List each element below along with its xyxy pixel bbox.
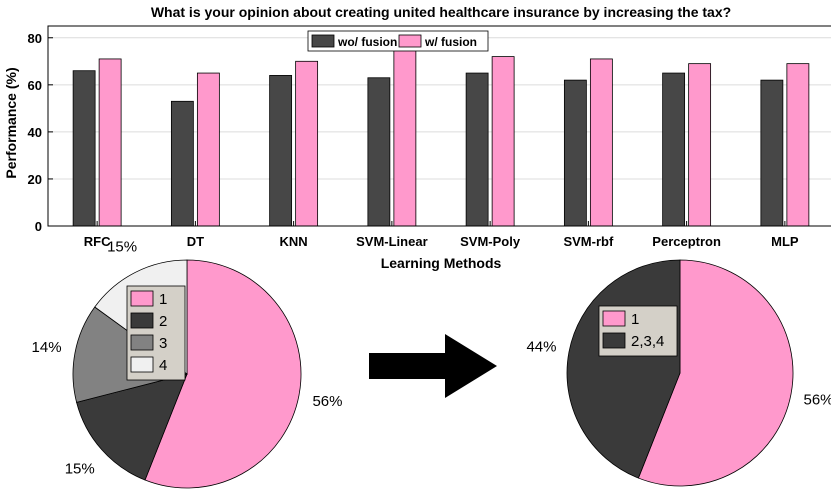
bar-without-fusion [367, 77, 391, 227]
pie-legend-swatch [602, 310, 626, 327]
pie-slice-2 [76, 373, 188, 481]
bar-chart-legend: wo/ fusion w/ fusion [307, 30, 489, 52]
x-tick-label: Perceptron [652, 234, 721, 249]
bar-without-fusion [662, 72, 686, 227]
pie-chart-before: 56% 15% 14% 15% [32, 239, 342, 489]
pie-legend-swatch [130, 356, 154, 373]
bar-with-fusion [688, 63, 712, 227]
bar-with-fusion [786, 63, 810, 227]
legend-label: wo/ fusion [337, 35, 397, 49]
pie-legend-label: 1 [159, 291, 167, 308]
pie-legend-label: 2,3,4 [631, 333, 664, 350]
pie-percent-label: 56% [312, 393, 342, 410]
pie-chart-after: 56% 44% [526, 259, 831, 487]
pie-legend-swatch [130, 312, 154, 329]
pie-legend-swatch [130, 290, 154, 307]
pie-slice-1 [144, 259, 302, 489]
bar-with-fusion [491, 56, 515, 227]
chart-title: What is your opinion about creating unit… [151, 4, 731, 20]
pie-legend-swatch [130, 334, 154, 351]
y-tick-label: 60 [28, 78, 42, 93]
pie-legend-swatch [602, 332, 626, 349]
bar-with-fusion [98, 58, 122, 227]
bar-without-fusion [170, 100, 194, 227]
right-arrow-icon [369, 334, 497, 398]
pie-before-legend: 1 2 3 4 [126, 285, 186, 381]
pie-percent-label: 15% [107, 239, 137, 256]
x-tick-label: RFC [84, 234, 111, 249]
pie-legend-label: 2 [159, 313, 167, 330]
y-axis-ticks: 0 20 40 60 80 [28, 31, 53, 234]
x-axis-label: Learning Methods [381, 255, 502, 271]
bar-without-fusion [72, 70, 96, 227]
pie-percent-label: 56% [803, 391, 831, 408]
x-tick-label: SVM-Poly [460, 234, 521, 249]
legend-box [307, 30, 489, 52]
y-tick-label: 40 [28, 125, 42, 140]
y-tick-label: 80 [28, 31, 42, 46]
bar-without-fusion [760, 79, 784, 227]
y-tick-label: 0 [35, 219, 42, 234]
bar-with-fusion [196, 72, 220, 227]
bar-chart-bars [72, 49, 810, 227]
x-tick-label: MLP [771, 234, 799, 249]
x-tick-label: SVM-Linear [356, 234, 428, 249]
bar-without-fusion [465, 72, 489, 227]
bar-with-fusion [295, 60, 319, 227]
bar-without-fusion [269, 75, 293, 227]
legend-swatch-without-fusion [311, 34, 335, 48]
pie-slice-1 [637, 259, 794, 487]
bar-with-fusion [393, 49, 417, 227]
pie-legend-label: 4 [159, 357, 167, 374]
legend-label: w/ fusion [424, 35, 477, 49]
x-tick-label: KNN [280, 234, 308, 249]
bar-chart-frame [47, 25, 831, 227]
bar-chart-grid [48, 37, 831, 180]
legend-swatch-with-fusion [398, 34, 422, 48]
x-tick-label: SVM-rbf [563, 234, 614, 249]
pie-percent-label: 15% [65, 461, 95, 478]
x-tick-label: DT [187, 234, 204, 249]
pie-legend-label: 3 [159, 335, 167, 352]
x-axis-ticks: RFC DT KNN SVM-Linear SVM-Poly SVM-rbf Percept… [84, 221, 799, 249]
y-axis-label: Performance (%) [3, 67, 19, 178]
pie-percent-label: 14% [32, 339, 62, 356]
bar-without-fusion [563, 79, 587, 227]
pie-after-legend: 1 2,3,4 [598, 305, 678, 357]
pie-legend-label: 1 [631, 311, 639, 328]
bar-with-fusion [589, 58, 613, 227]
y-tick-label: 20 [28, 172, 42, 187]
pie-percent-label: 44% [526, 339, 556, 356]
